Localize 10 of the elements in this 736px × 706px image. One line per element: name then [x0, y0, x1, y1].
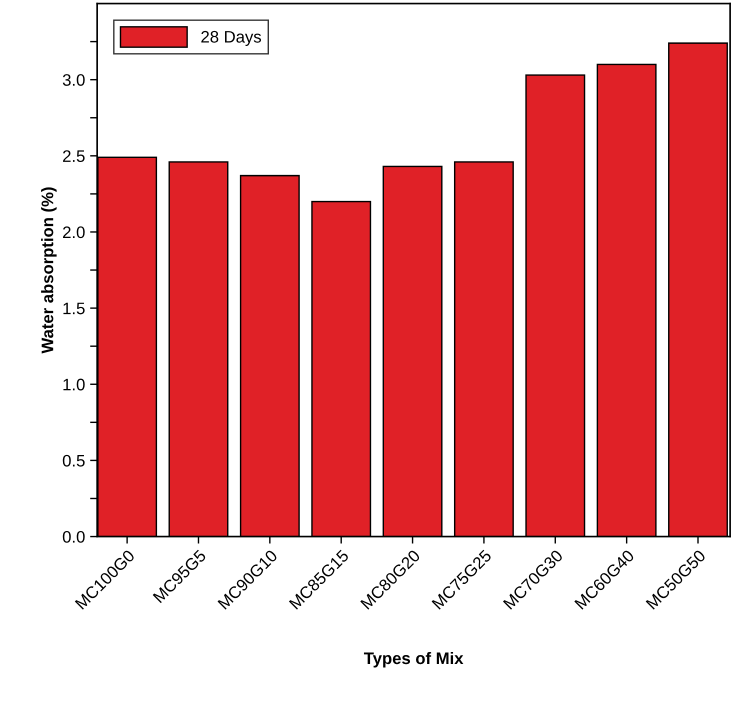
y-tick-label: 0.5 [62, 454, 85, 467]
y-tick-label: 0.0 [62, 530, 85, 543]
y-tick-label: 2.0 [63, 226, 85, 238]
y-tick-label: 1.5 [63, 302, 85, 314]
x-axis-title: Types of Mix [364, 652, 464, 668]
y-tick-label: 3.0 [62, 74, 85, 86]
y-axis-title: Water absorption (%) [41, 187, 57, 354]
y-tick-label: 1.0 [63, 378, 85, 390]
y-tick-label: 2.5 [63, 150, 85, 162]
legend-label: 28 Days [201, 30, 262, 46]
